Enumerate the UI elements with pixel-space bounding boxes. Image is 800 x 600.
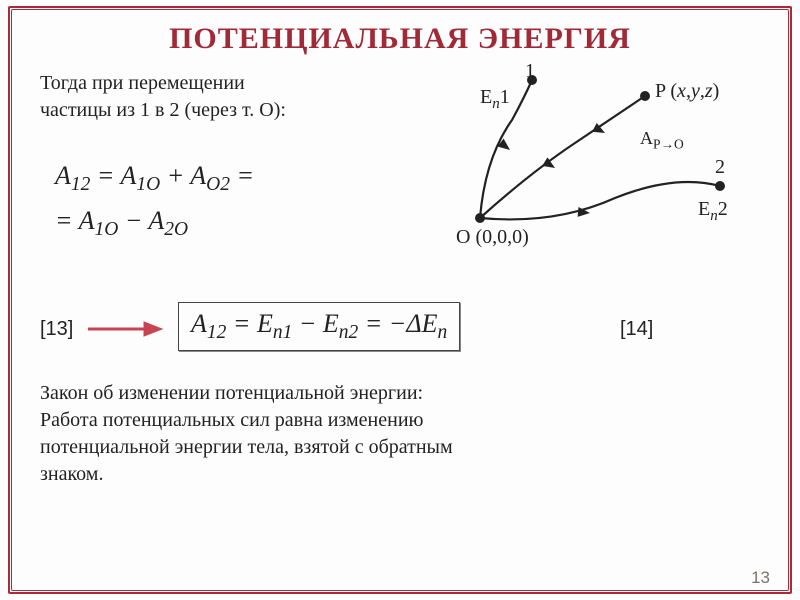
ref-14: [14]: [620, 318, 653, 341]
lbl-En1: En1: [480, 86, 510, 113]
lbl-P: P (x,y,z): [655, 80, 719, 103]
path-diagram: 1 En1 P (x,y,z) AP→O 2 En2 O (0,0,0): [420, 58, 760, 268]
lbl-En2: En2: [698, 198, 728, 225]
lbl-O: O (0,0,0): [456, 226, 529, 249]
formula-a12: A12 = A1O + AO2 = = A1O − A2O: [55, 155, 254, 246]
law-heading: Закон об изменении потенциальной энергии…: [40, 380, 740, 407]
ref-13: [13]: [40, 318, 73, 341]
arrow-to-box: [84, 314, 166, 344]
lbl-APO: AP→O: [640, 128, 684, 153]
page-number: 13: [751, 568, 770, 588]
slide-title: ПОТЕНЦИАЛЬНАЯ ЭНЕРГИЯ: [0, 22, 800, 56]
law-text-block: Закон об изменении потенциальной энергии…: [40, 380, 740, 488]
boxed-equation: A12 = En1 − En2 = −ΔEn: [178, 302, 460, 351]
lbl-1: 1: [525, 60, 535, 83]
lbl-2: 2: [715, 156, 725, 179]
intro-text: Тогда при перемещении частицы из 1 в 2 (…: [40, 70, 400, 124]
